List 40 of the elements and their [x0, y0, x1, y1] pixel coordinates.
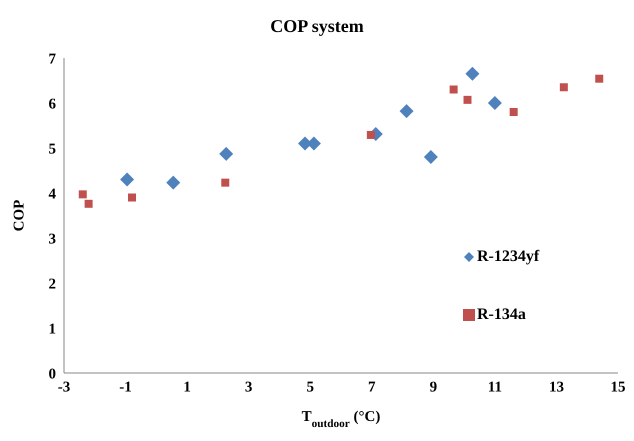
x-tick-label: 13 — [548, 380, 564, 396]
point — [488, 96, 502, 110]
point — [400, 104, 414, 118]
legend-label: R-1234yf — [477, 248, 540, 266]
point — [560, 83, 568, 92]
x-tick-label: -3 — [58, 380, 70, 396]
x-tick-label: 9 — [430, 380, 438, 396]
point — [78, 190, 87, 198]
y-tick-label: 1 — [48, 321, 56, 338]
point — [424, 150, 438, 164]
point — [128, 194, 136, 202]
point — [166, 176, 180, 190]
point — [221, 178, 230, 187]
point — [465, 66, 480, 81]
point — [219, 146, 234, 161]
y-tick-label: 6 — [48, 96, 56, 112]
point — [120, 172, 134, 186]
y-tick-label: 4 — [48, 186, 56, 202]
y-tick-label: 5 — [48, 141, 56, 158]
x-tick-label: 1 — [183, 380, 191, 396]
x-tick-label: 5 — [306, 380, 314, 396]
x-tick-label: 15 — [610, 380, 626, 396]
y-tick-label: 7 — [48, 51, 56, 68]
point — [84, 200, 93, 208]
point — [463, 96, 472, 104]
chart-title: COP system — [269, 16, 365, 37]
x-tick-label: 11 — [488, 380, 502, 396]
x-tick-label: 3 — [244, 380, 252, 396]
legend-label: R-134a — [477, 306, 526, 324]
y-tick-label: 3 — [48, 231, 56, 248]
x-axis-title: T$_{outdoor}$ (°C) — [302, 409, 380, 430]
point — [366, 130, 375, 139]
x-tick-label: -1 — [119, 380, 132, 396]
point — [450, 86, 458, 94]
y-axis-title: COP — [11, 200, 28, 232]
point — [595, 74, 604, 83]
y-tick-label: 2 — [48, 276, 56, 292]
y-tick-label: 0 — [48, 366, 56, 382]
x-tick-label: 7 — [368, 380, 376, 396]
point — [510, 108, 518, 116]
